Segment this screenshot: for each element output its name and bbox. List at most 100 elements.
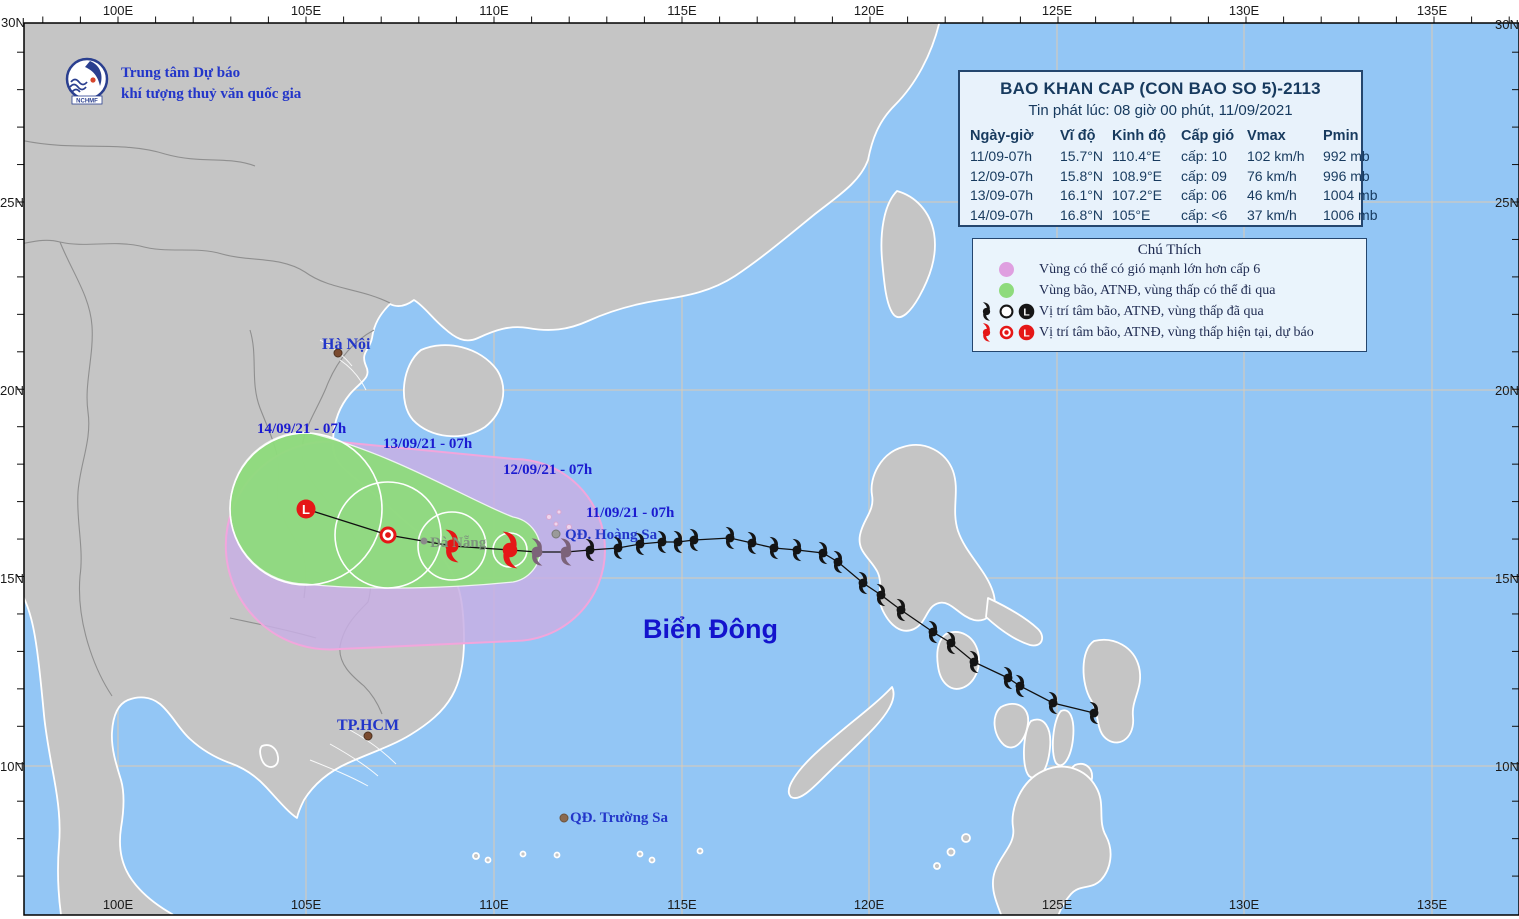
cell: 1006 mb	[1323, 206, 1378, 223]
map-frame	[23, 22, 1519, 916]
axis-label: 105E	[290, 3, 322, 18]
axis-label: 120E	[853, 897, 885, 912]
axis-label: 110E	[479, 3, 509, 18]
label-time-12: 12/09/21 - 07h	[503, 462, 593, 478]
axis-label: 100E	[102, 897, 134, 912]
cell: cấp: 06	[1181, 187, 1227, 203]
col-header: Ngày-giờ	[970, 128, 1034, 144]
logo-waves	[69, 78, 88, 93]
luzon-island	[858, 444, 996, 632]
legend-item: Vùng bão, ATNĐ, vùng thấp có thể đi qua	[973, 280, 1366, 301]
label-time-11: 11/09/21 - 07h	[586, 505, 675, 521]
storm-issued-time: Tin phát lúc: 08 giờ 00 phút, 11/09/2021	[1028, 102, 1293, 119]
legend-label: Vùng có thể có gió mạnh lớn hơn cấp 6	[1039, 261, 1261, 277]
axis-label: 20N	[0, 383, 24, 398]
cell: 13/09-07h	[970, 187, 1034, 203]
palawan-island	[787, 686, 895, 799]
cell: 16.1°N	[1060, 187, 1103, 203]
forecast-cyclone-icon	[982, 323, 990, 342]
axis-label: 30N	[1, 15, 25, 30]
label-hoang-sa: QĐ. Hoàng Sa	[565, 527, 658, 543]
axis-label: 115E	[667, 897, 697, 912]
axis-label: 25N	[0, 195, 24, 210]
cell: 12/09-07h	[970, 167, 1034, 184]
passage-zone-swatch-icon	[998, 283, 1014, 298]
storm-track-line	[305, 508, 1095, 714]
cell: 102 km/h	[1247, 148, 1305, 164]
axis-label: 130E	[1228, 897, 1260, 912]
danger-zone-swatch-icon	[998, 262, 1014, 277]
axis-label: 135E	[1416, 897, 1448, 912]
label-danang: Đà Nẵng	[430, 535, 487, 551]
cell: 1004 mb	[1323, 187, 1378, 203]
axis-label: 115E	[667, 3, 697, 18]
storm-forecast-table: Ngày-giờ Vĩ độ Kinh độ Cấp gió Vmax Pmin…	[970, 126, 1377, 225]
col-header: Kinh độ	[1112, 128, 1166, 144]
axis-label: 15N	[0, 571, 24, 586]
legend-title: Chú Thích	[1137, 242, 1202, 258]
col-header: Vĩ độ	[1060, 128, 1096, 144]
truong-sa-dot	[559, 813, 569, 823]
hanoi-dot	[333, 348, 343, 358]
axis-label: 30N	[1495, 17, 1519, 32]
cell: 105°E	[1112, 206, 1151, 223]
label-time-14: 14/09/21 - 07h	[257, 421, 347, 437]
axis-label: 10N	[0, 759, 24, 774]
axis-label: 120E	[853, 3, 885, 18]
cell: 46 km/h	[1247, 187, 1297, 203]
logo-acronym: NCHMF	[76, 99, 98, 105]
forecast-low-icon: L	[1018, 324, 1034, 341]
cell: 15.8°N	[1060, 167, 1103, 184]
cell: 16.8°N	[1060, 206, 1103, 223]
cebu-island	[1051, 709, 1075, 767]
logo-swirl	[85, 61, 102, 86]
axis-label: 20N	[1495, 383, 1519, 398]
bicol-peninsula	[985, 597, 1044, 647]
probability-circles	[229, 432, 528, 589]
panay-island	[993, 702, 1029, 749]
axis-label: 125E	[1041, 3, 1073, 18]
logo-sun	[90, 77, 96, 83]
label-time-13: 13/09/21 - 07h	[383, 436, 473, 452]
paracel-islets	[546, 509, 572, 530]
landmasses	[24, 23, 1141, 915]
hoang-sa-dot	[551, 529, 561, 539]
label-bien-dong: Biển Đông	[643, 614, 778, 644]
cell: 14/09-07h	[970, 206, 1034, 223]
hcmc-dot	[363, 731, 373, 741]
label-hcmc: TP.HCM	[337, 717, 399, 734]
past-low-icon: L	[1018, 303, 1034, 320]
legend-box: Chú Thích Vùng có thể có gió mạnh lớn hơ…	[972, 238, 1367, 352]
col-header: Pmin	[1323, 128, 1359, 144]
agency-name-line2: khí tượng thuỷ văn quốc gia	[121, 86, 302, 102]
hainan-island	[402, 344, 505, 438]
agency-name-line1: Trung tâm Dự báo	[121, 65, 241, 81]
label-truong-sa: QĐ. Trường Sa	[570, 810, 669, 826]
cell: 37 km/h	[1247, 206, 1297, 223]
axis-label: 130E	[1228, 3, 1260, 18]
nchmf-logo: NCHMF	[65, 57, 109, 105]
legend-label: Vị trí tâm bão, ATNĐ, vùng thấp đã qua	[1039, 303, 1264, 319]
past-cyclone-icon	[982, 302, 990, 321]
forecast-depression-icon	[999, 325, 1013, 340]
legend-item: Vùng có thể có gió mạnh lớn hơn cấp 6	[973, 259, 1366, 280]
cell: 11/09-07h	[970, 148, 1033, 164]
cell: cấp: <6	[1181, 206, 1228, 223]
label-hanoi: Hà Nội	[322, 336, 371, 353]
cell: 992 mb	[1323, 148, 1370, 164]
mindanao-island	[991, 765, 1112, 915]
col-header: Vmax	[1247, 128, 1286, 144]
legend-label: Vị trí tâm bão, ATNĐ, vùng thấp hiện tại…	[1039, 324, 1314, 340]
axis-label: 125E	[1041, 897, 1073, 912]
samar-island	[1082, 639, 1141, 744]
axis-label: 100E	[102, 3, 134, 18]
col-header: Cấp gió	[1181, 128, 1235, 144]
legend-label: Vùng bão, ATNĐ, vùng thấp có thể đi qua	[1039, 282, 1276, 298]
legend-item: L Vị trí tâm bão, ATNĐ, vùng thấp hiện t…	[973, 322, 1366, 343]
taiwan-island	[880, 190, 936, 319]
axis-ticks	[17, 16, 1519, 877]
cell: 108.9°E	[1112, 167, 1162, 184]
axis-label: 105E	[290, 897, 322, 912]
axis-label: 10N	[1495, 759, 1519, 774]
